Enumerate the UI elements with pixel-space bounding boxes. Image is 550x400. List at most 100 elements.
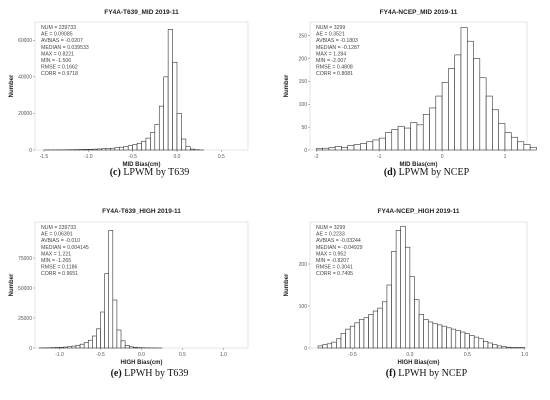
histogram-bar [416, 124, 424, 151]
histogram-bar [132, 144, 138, 151]
panel-caption: (d) LPWM by NCEP [384, 167, 470, 178]
histogram-bar [181, 138, 187, 151]
stat-line: MAX = 1.284 [316, 51, 346, 57]
x-axis-label: HIGH Bias(cm) [120, 360, 162, 366]
histogram-bar [345, 328, 351, 349]
histogram-bar [145, 137, 151, 151]
histogram-bar [501, 346, 507, 349]
histogram-bar [460, 331, 466, 349]
histogram-bar [432, 323, 438, 349]
y-tick-label: 250 [299, 34, 308, 40]
histogram-bar [163, 76, 169, 151]
panel-tag: (e) [111, 368, 122, 379]
panel-tag: (d) [384, 167, 396, 178]
x-tick-label: 1 [504, 154, 507, 160]
stat-line: AE = 0.2233 [316, 232, 345, 238]
histogram-bar [316, 148, 323, 151]
histogram-bar [63, 346, 69, 349]
x-tick-label: 0.0 [406, 352, 413, 358]
x-tick-label: 0.5 [464, 352, 471, 358]
histogram-bar [133, 347, 138, 349]
histogram-bar [372, 139, 380, 151]
x-tick-label: -1 [377, 154, 382, 160]
histogram-bar [414, 299, 420, 349]
histogram-bar [478, 338, 484, 349]
stat-line: MEDIAN = 0.039533 [41, 45, 89, 51]
histogram-bar [460, 27, 468, 151]
histogram-bar [108, 230, 114, 349]
histogram-bar [506, 346, 512, 349]
y-tick-label: 75000 [18, 256, 32, 262]
histogram-bar [391, 251, 397, 349]
stat-line: NUM = 239733 [41, 225, 76, 231]
histogram-bar [391, 129, 399, 151]
histogram-bar [128, 346, 134, 349]
histogram-panel-2: FY4A-T639_HIGH 2019-11 -1.0 -0.5 0.0 0.5 1.0 0… [9, 208, 249, 379]
panel-caption: (f) LPWH by NCEP [386, 368, 468, 379]
histogram-bar [114, 147, 120, 151]
histogram-bar [485, 95, 493, 151]
histogram-bar [464, 333, 470, 349]
x-axis-label: MID Bias(cm) [399, 162, 437, 168]
histogram-bar [450, 328, 457, 349]
histogram-bar [363, 317, 369, 349]
histogram-bar [127, 145, 133, 151]
histogram-bar [483, 341, 489, 349]
histogram-bar [136, 142, 142, 151]
histogram-bar [400, 225, 406, 349]
y-axis-label: Number [284, 273, 290, 296]
histogram-bar [405, 246, 411, 349]
histogram-bar [112, 299, 118, 349]
histogram-bar [104, 273, 110, 349]
stat-line: NUM = 239733 [41, 25, 76, 31]
x-tick-label: -1.5 [40, 154, 49, 160]
histogram-bar [334, 146, 342, 151]
y-tick-label: 100 [299, 304, 308, 310]
x-tick-label: 0.5 [218, 154, 225, 160]
histogram-bar [441, 325, 447, 349]
y-tick-label: 40000 [18, 75, 32, 81]
histogram-bar [83, 149, 89, 151]
histogram-bar [360, 143, 367, 151]
histogram-bar [427, 321, 434, 349]
stat-line: NUM = 3299 [316, 225, 345, 231]
histogram-bar [110, 147, 116, 151]
y-tick-label: 0 [29, 148, 32, 154]
histogram-bar [317, 345, 323, 349]
chart-title: FY4A-NCEP_HIGH 2019-11 [377, 208, 459, 215]
histogram-bar [190, 148, 196, 151]
histogram-bar [385, 132, 393, 151]
panel-tag: (f) [386, 368, 396, 379]
histogram-bar [395, 230, 401, 349]
histogram-bar [87, 149, 93, 151]
histogram-bar [498, 123, 506, 151]
x-tick-label: 1.0 [521, 352, 528, 358]
x-tick-label: -1.0 [55, 352, 64, 358]
histogram-bar [404, 127, 411, 151]
stat-line: AVBIAS = -0.0207 [41, 38, 83, 44]
x-tick-label: -0.5 [96, 352, 105, 358]
y-tick-label: 100 [299, 102, 308, 108]
stat-line: MAX = 0.952 [316, 251, 346, 257]
histogram-bar [92, 148, 98, 151]
histogram-bar [347, 145, 355, 151]
histogram-bar [87, 339, 93, 349]
histogram-bar [123, 146, 129, 151]
x-tick-label: 0.0 [138, 352, 145, 358]
histogram-bar [368, 314, 374, 349]
x-axis-label: HIGH Bias(cm) [397, 360, 439, 366]
histogram-bar [120, 340, 126, 349]
y-axis-label: Number [9, 74, 15, 97]
histogram-bar [154, 124, 160, 151]
histogram-bar [469, 335, 475, 349]
histogram-bar [466, 40, 474, 151]
stat-line: MAX = 0.8221 [41, 51, 74, 57]
histogram-bar [386, 284, 392, 349]
histogram-bar [479, 77, 487, 151]
histogram-bar [487, 342, 493, 349]
histogram-bar [83, 342, 89, 349]
stat-line: NUM = 3299 [316, 25, 345, 31]
histogram-bar [119, 146, 125, 151]
histogram-bar [336, 338, 342, 349]
x-tick-label: 0 [441, 154, 444, 160]
